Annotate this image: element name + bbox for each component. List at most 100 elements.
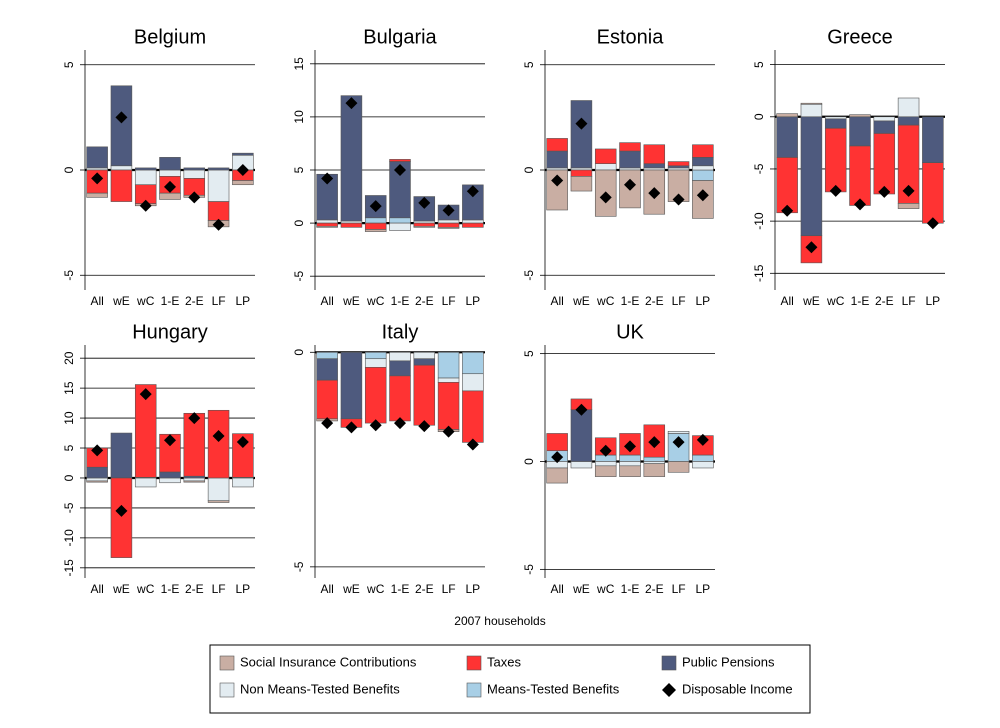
- bar-segment: [86, 477, 108, 482]
- x-tick-label: 2-E: [645, 582, 664, 596]
- bar-segment: [462, 219, 484, 224]
- y-tick-label: 0: [292, 349, 306, 356]
- bar-segment: [594, 465, 617, 477]
- bar-segment: [619, 454, 641, 462]
- x-tick-label: 2-E: [185, 582, 204, 596]
- bar-segment: [922, 116, 944, 163]
- y-tick-label: -5: [292, 271, 306, 282]
- x-tick-label: 1-E: [391, 582, 410, 596]
- marker: [369, 200, 382, 213]
- bar-segment: [207, 477, 230, 502]
- marker: [164, 180, 176, 193]
- bar-segment: [110, 165, 133, 171]
- bar-segment: [437, 222, 460, 228]
- bar-segment: [316, 225, 338, 228]
- bar-segment: [643, 461, 666, 464]
- bar-segment: [364, 222, 387, 230]
- bar-segment: [159, 471, 181, 479]
- marker: [551, 451, 564, 464]
- bar-segment: [873, 116, 896, 122]
- y-tick-label: 5: [62, 444, 76, 451]
- marker: [926, 217, 939, 230]
- bar-segment: [570, 409, 593, 462]
- marker: [188, 191, 201, 204]
- bar-segment: [389, 217, 411, 224]
- chart-title: Belgium: [134, 26, 206, 48]
- bar-segment: [437, 227, 460, 229]
- bar-segment: [437, 351, 460, 379]
- marker: [91, 444, 104, 457]
- bar-segment: [800, 103, 823, 118]
- bar-segment: [183, 169, 206, 179]
- y-tick-label: -5: [752, 163, 766, 174]
- x-tick-label: wC: [596, 294, 615, 308]
- bar-segment: [667, 167, 690, 171]
- bar-segment: [413, 222, 436, 227]
- marker: [188, 412, 201, 425]
- bar-segment: [207, 409, 230, 479]
- bar-segment: [462, 351, 484, 375]
- x-tick-label: 1-E: [621, 294, 640, 308]
- bar-segment: [594, 148, 617, 164]
- x-tick-label: All: [550, 294, 563, 308]
- legend-swatch: [661, 655, 677, 671]
- marker: [805, 241, 818, 254]
- bar-segment: [110, 169, 133, 202]
- bar-segment: [897, 116, 920, 126]
- y-tick-label: 5: [522, 61, 536, 68]
- bar-segment: [437, 377, 460, 383]
- marker: [345, 421, 358, 434]
- bar-segment: [413, 364, 436, 426]
- legend-label: Public Pensions: [682, 654, 775, 669]
- marker: [345, 97, 358, 110]
- bar-segment: [316, 358, 338, 381]
- marker: [442, 425, 455, 438]
- bar-segment: [134, 169, 157, 186]
- y-tick-label: -15: [62, 559, 76, 577]
- x-tick-label: LF: [442, 294, 456, 308]
- x-axis-title: 2007 households: [454, 614, 545, 628]
- legend-swatch: [662, 683, 676, 697]
- bar-segment: [86, 192, 108, 198]
- x-tick-label: All: [90, 294, 103, 308]
- x-tick-label: wC: [366, 582, 385, 596]
- bar-segment: [776, 157, 798, 214]
- marker: [164, 434, 176, 447]
- y-tick-label: 5: [62, 61, 76, 68]
- bar-segment: [462, 222, 484, 228]
- x-tick-label: wC: [136, 582, 155, 596]
- x-tick-label: wE: [112, 582, 130, 596]
- bar-segment: [159, 157, 181, 171]
- x-tick-label: LF: [212, 582, 226, 596]
- y-tick-label: 5: [752, 61, 766, 68]
- y-tick-label: -10: [752, 212, 766, 230]
- bar-segment: [692, 165, 714, 171]
- legend-label: Disposable Income: [682, 681, 793, 696]
- marker: [212, 430, 225, 443]
- marker: [575, 117, 588, 130]
- bar-segment: [546, 138, 568, 152]
- bar-segment: [389, 360, 411, 377]
- y-tick-label: 5: [522, 350, 536, 357]
- bar-segment: [570, 176, 593, 192]
- bar-segment: [897, 97, 920, 118]
- x-tick-label: 2-E: [645, 294, 664, 308]
- marker: [648, 187, 661, 200]
- marker: [321, 417, 334, 430]
- bar-segment: [619, 465, 641, 477]
- bar-segment: [546, 167, 568, 171]
- marker: [369, 419, 382, 432]
- bar-segment: [316, 379, 338, 420]
- marker: [236, 436, 249, 449]
- marker: [236, 164, 249, 176]
- x-tick-label: wE: [572, 582, 590, 596]
- bar-segment: [849, 114, 871, 118]
- legend-swatch: [219, 655, 235, 671]
- bar-segment: [183, 167, 206, 171]
- y-tick-label: 10: [62, 411, 76, 425]
- bar-segment: [437, 219, 460, 224]
- legend-swatch: [466, 655, 482, 671]
- marker: [648, 436, 661, 449]
- bar-segment: [232, 152, 254, 156]
